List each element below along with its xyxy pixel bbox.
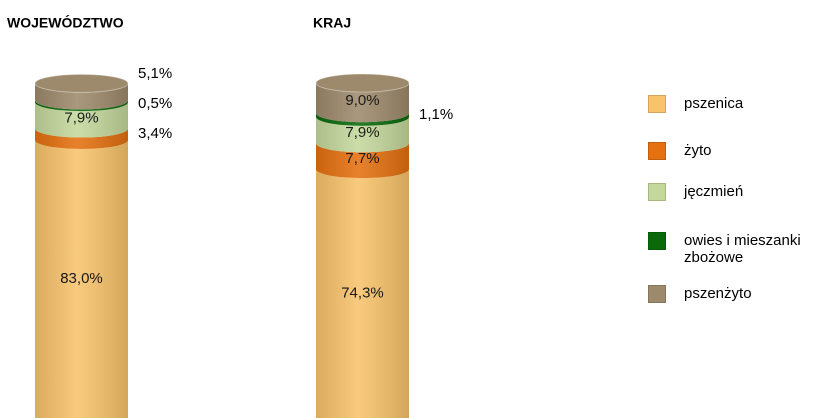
legend-label: żyto: [684, 142, 712, 159]
data-label: 0,5%: [138, 95, 172, 112]
cylinder-top: [34, 73, 129, 93]
legend-label: pszenżyto: [684, 285, 752, 302]
legend-item: owies i mieszanki zbożowe: [648, 232, 809, 266]
category-label: WOJEWÓDZTWO: [7, 14, 124, 31]
cylinder-top: [315, 73, 410, 93]
legend-label: jęczmień: [684, 183, 744, 200]
legend-swatch: [648, 142, 666, 160]
cylinder-shade: [35, 83, 128, 418]
legend-item: żyto: [648, 142, 809, 160]
cylinder-shade: [316, 83, 409, 418]
legend-swatch: [648, 183, 666, 201]
legend-swatch: [648, 285, 666, 303]
legend-label: owies i mieszanki zbożowe: [684, 232, 801, 266]
legend-label: pszenica: [684, 95, 744, 112]
legend-swatch: [648, 95, 666, 113]
legend-item: pszenżyto: [648, 285, 809, 303]
data-label: 5,1%: [138, 65, 172, 82]
legend-item: jęczmień: [648, 183, 809, 201]
legend-swatch: [648, 232, 666, 250]
category-label: KRAJ: [313, 15, 351, 31]
legend-item: pszenica: [648, 95, 809, 113]
data-label: 3,4%: [138, 125, 172, 142]
data-label: 1,1%: [419, 106, 453, 123]
